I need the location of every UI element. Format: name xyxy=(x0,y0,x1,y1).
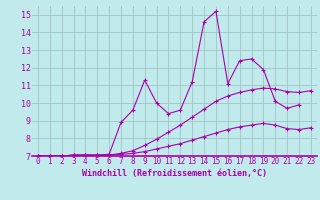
X-axis label: Windchill (Refroidissement éolien,°C): Windchill (Refroidissement éolien,°C) xyxy=(82,169,267,178)
